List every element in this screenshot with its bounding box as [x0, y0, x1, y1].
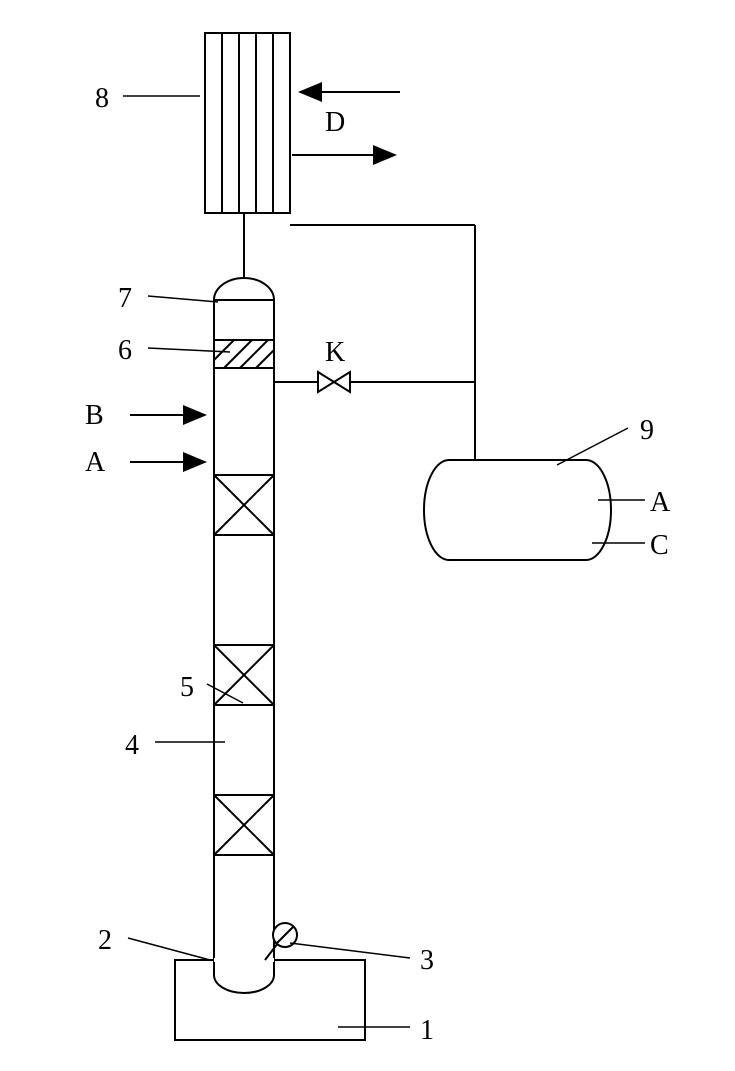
label-7: 7	[118, 283, 132, 315]
leader-3	[290, 943, 410, 958]
valve-K	[318, 372, 350, 392]
label-C: C	[650, 530, 669, 562]
leader-2	[128, 938, 210, 960]
label-2: 2	[98, 925, 112, 957]
label-A-right: A	[650, 487, 670, 519]
label-4: 4	[125, 730, 139, 762]
leader-9	[557, 428, 628, 465]
column-bottom-cap	[214, 960, 274, 993]
condenser	[205, 33, 290, 213]
label-9: 9	[640, 415, 654, 447]
label-6: 6	[118, 335, 132, 367]
label-A-left: A	[85, 447, 105, 479]
label-D: D	[325, 107, 345, 139]
label-K: K	[325, 337, 345, 369]
leader-7	[148, 296, 218, 302]
label-5: 5	[180, 672, 194, 704]
label-8: 8	[95, 83, 109, 115]
column-body	[214, 300, 274, 960]
schematic-diagram	[0, 0, 735, 1071]
label-B: B	[85, 400, 104, 432]
drum-vessel	[424, 460, 611, 560]
column-dome	[214, 278, 274, 300]
label-1: 1	[420, 1015, 434, 1047]
label-3: 3	[420, 945, 434, 977]
